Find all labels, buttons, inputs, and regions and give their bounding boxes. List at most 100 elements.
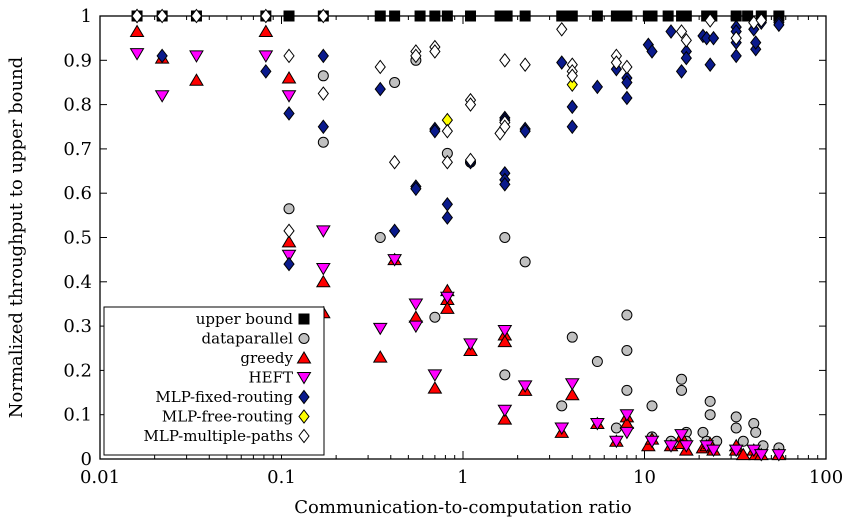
- data-point: [704, 395, 716, 407]
- data-point: [591, 356, 603, 368]
- data-point: [707, 30, 720, 46]
- data-point: [566, 99, 578, 115]
- data-point: [621, 10, 633, 22]
- y-tick-labels: 0 0.1 0.2 0.3 0.4 0.5 0.6 0.7 0.8 0.9 1: [63, 6, 92, 470]
- data-point: [408, 320, 424, 334]
- data-point: [646, 44, 658, 59]
- series-dataparallel: [131, 10, 785, 454]
- data-point: [441, 123, 453, 139]
- data-point: [662, 10, 674, 22]
- data-point: [439, 291, 455, 305]
- data-point: [410, 48, 422, 64]
- data-point: [564, 378, 580, 391]
- legend-label: greedy: [240, 349, 293, 367]
- data-point: [283, 106, 295, 121]
- data-point: [678, 440, 694, 453]
- y-tick-label: 0.7: [63, 139, 92, 160]
- data-point: [735, 447, 751, 461]
- data-point: [429, 311, 441, 323]
- x-tick-label: 100: [809, 467, 843, 488]
- data-point: [464, 97, 477, 112]
- data-point: [441, 196, 453, 212]
- data-point: [621, 75, 633, 90]
- y-tick-label: 0.2: [63, 360, 92, 381]
- data-point: [281, 234, 297, 248]
- data-point: [566, 331, 578, 343]
- data-point: [497, 334, 513, 348]
- data-point: [663, 440, 679, 453]
- legend-marker: [298, 313, 310, 325]
- data-point: [501, 10, 513, 22]
- data-point: [674, 429, 689, 442]
- data-point: [675, 64, 688, 79]
- data-point: [675, 24, 688, 39]
- data-point: [427, 369, 443, 382]
- data-point: [429, 123, 441, 139]
- data-point: [609, 435, 624, 449]
- data-point: [315, 274, 331, 288]
- data-point: [730, 411, 742, 423]
- data-point: [556, 21, 568, 37]
- data-point: [427, 381, 443, 394]
- data-point: [680, 50, 692, 66]
- data-point: [519, 256, 531, 268]
- y-tick-label: 0.1: [63, 405, 92, 426]
- legend-label: MLP-free-routing: [162, 408, 294, 426]
- data-point: [680, 10, 692, 22]
- data-point: [750, 426, 762, 438]
- data-point: [730, 48, 742, 64]
- data-point: [374, 10, 386, 22]
- data-point: [517, 380, 533, 393]
- data-point: [621, 384, 633, 396]
- data-point: [519, 10, 531, 22]
- legend-marker: [298, 428, 310, 444]
- data-point: [429, 44, 441, 59]
- data-point: [283, 203, 295, 215]
- data-point: [497, 404, 513, 418]
- data-point: [283, 256, 295, 272]
- data-point: [317, 119, 329, 135]
- y-tick-label: 1: [81, 6, 92, 27]
- data-point: [556, 400, 568, 412]
- data-point: [676, 384, 688, 396]
- x-tick-label: 0.1: [267, 467, 296, 488]
- legend-marker: [296, 351, 312, 364]
- data-point: [556, 55, 568, 70]
- data-point: [389, 10, 401, 22]
- data-point: [129, 48, 145, 61]
- data-point: [374, 81, 386, 97]
- data-point: [680, 33, 692, 48]
- data-point: [281, 249, 297, 263]
- data-point: [730, 10, 742, 22]
- legend-label: upper bound: [196, 310, 294, 328]
- data-point: [497, 325, 513, 338]
- data-point: [704, 13, 716, 28]
- data-point: [591, 10, 603, 22]
- data-point: [281, 90, 297, 103]
- y-tick-label: 0: [81, 449, 92, 470]
- x-tick-label: 10: [633, 467, 656, 488]
- data-point: [315, 263, 331, 276]
- data-point: [315, 225, 331, 238]
- data-point: [374, 232, 386, 243]
- data-point: [753, 449, 769, 462]
- data-point: [499, 369, 511, 381]
- data-point: [317, 70, 329, 82]
- data-point: [387, 254, 402, 267]
- data-point: [374, 59, 386, 75]
- legend-marker: [298, 389, 310, 405]
- data-point: [621, 344, 633, 356]
- data-point: [408, 298, 424, 311]
- data-point: [619, 426, 635, 440]
- data-point: [610, 10, 622, 22]
- data-point: [728, 444, 744, 458]
- y-axis-title: Normalized throughput to upper bound: [6, 57, 27, 418]
- legend-marker: [298, 409, 310, 424]
- data-point: [619, 409, 635, 422]
- data-point: [644, 435, 660, 449]
- data-point: [156, 48, 168, 64]
- data-point: [189, 50, 204, 63]
- data-point: [556, 10, 568, 22]
- data-point: [441, 154, 453, 170]
